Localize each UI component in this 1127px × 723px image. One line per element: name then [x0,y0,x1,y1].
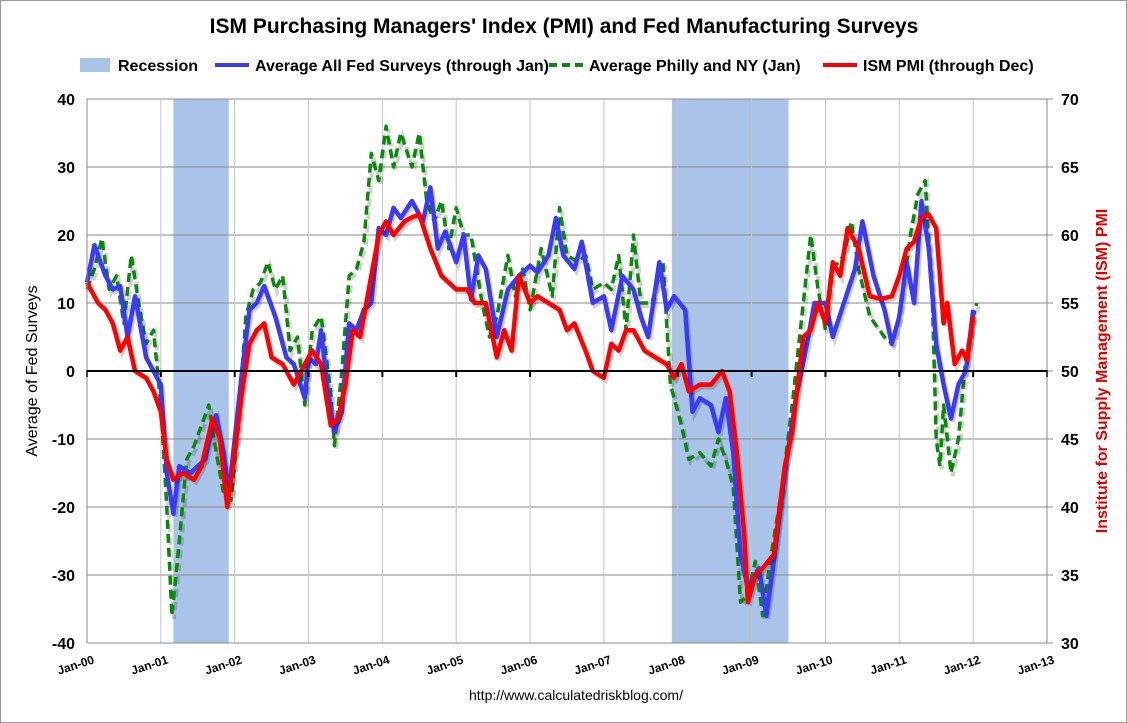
x-tick-label: Jan-06 [499,652,540,677]
x-tick-label: Jan-08 [646,652,687,677]
series-line-2 [85,212,976,605]
legend-label-recession: Recession [118,58,198,75]
x-tick-label: Jan-04 [351,652,392,677]
y2-tick-label: 70 [1061,92,1079,109]
y2-tick-label: 35 [1061,568,1079,585]
legend: Recession Average All Fed Surveys (throug… [80,58,1034,75]
y-tick-label: 0 [66,364,75,381]
y-tick-label: -10 [52,432,75,449]
x-tick-label: Jan-07 [572,652,613,677]
x-tick-label: Jan-12 [942,652,983,677]
x-tick-label: Jan-13 [1015,652,1056,677]
y2-axis-label: Institute for Supply Management (ISM) PM… [1094,209,1111,533]
x-tick-label: Jan-02 [203,652,244,677]
legend-label-2: ISM PMI (through Dec) [863,58,1034,75]
y2-tick-label: 40 [1061,500,1079,517]
y2-tick-label: 50 [1061,364,1079,381]
y-tick-label: -40 [52,636,75,653]
y-tick-label: 40 [57,92,75,109]
y-axis-label: Average of Fed Surveys [24,285,41,456]
x-tick-label: Jan-03 [277,652,318,677]
y2-tick-label: 55 [1061,296,1079,313]
y2-tick-label: 30 [1061,636,1079,653]
legend-label-0: Average All Fed Surveys (through Jan) [255,58,549,75]
x-tick-label: Jan-10 [794,652,835,677]
y-tick-label: 10 [57,296,75,313]
y2-tick-label: 60 [1061,228,1079,245]
x-tick-label: Jan-00 [55,652,96,677]
y-tick-label: -30 [52,568,75,585]
y-tick-label: -20 [52,500,75,517]
legend-label-1: Average Philly and NY (Jan) [589,58,801,75]
x-tick-label: Jan-11 [868,652,908,677]
legend-swatch-recession [80,58,110,72]
x-tick-label: Jan-01 [129,652,170,677]
y2-tick-label: 65 [1061,160,1079,177]
source-url: http://www.calculatedriskblog.com/ [469,687,683,703]
y-tick-label: 30 [57,160,75,177]
y-tick-label: 20 [57,228,75,245]
y2-tick-label: 45 [1061,432,1079,449]
chart-title: ISM Purchasing Managers' Index (PMI) and… [210,15,919,38]
x-tick-label: Jan-05 [425,652,466,677]
x-tick-label: Jan-09 [720,652,761,677]
